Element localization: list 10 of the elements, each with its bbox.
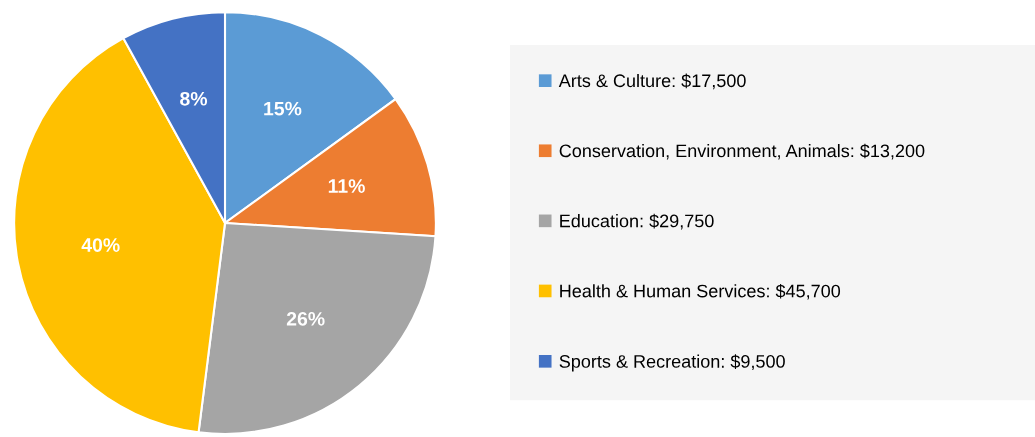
data-label: 40% xyxy=(81,238,120,252)
legend-label: Arts & Culture: $17,500 xyxy=(558,73,746,90)
legend-label: Health & Human Services: $45,700 xyxy=(560,283,841,300)
legend-label: Sports & Recreation: $9,500 xyxy=(559,354,785,372)
data-label: 15% xyxy=(264,101,302,116)
data-label: 26% xyxy=(286,311,325,326)
data-label: 11% xyxy=(328,179,365,193)
legend-label: Education: $29,750 xyxy=(560,213,714,230)
data-label: 8% xyxy=(180,91,208,106)
legend-label: Conservation, Environment, Animals: $13,200 xyxy=(559,143,925,160)
